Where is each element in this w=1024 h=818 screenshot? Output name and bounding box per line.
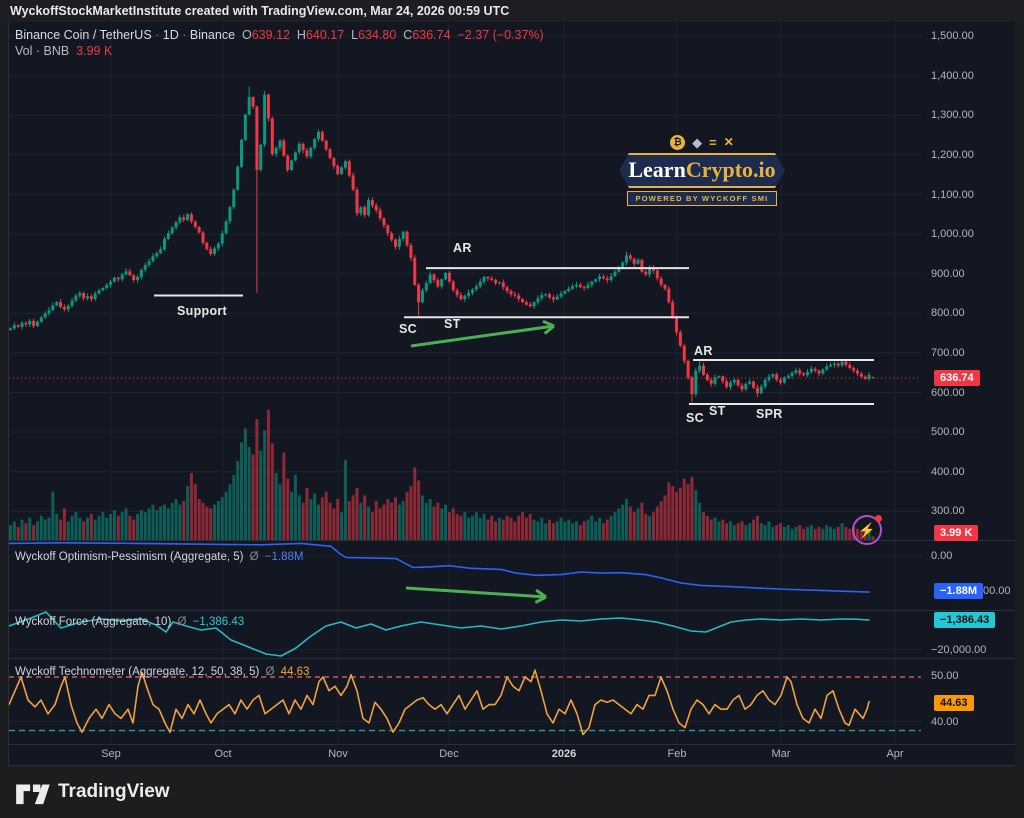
tradingview-logo[interactable]: TradingView [14, 778, 170, 806]
tech-avg-symbol: Ø [265, 666, 275, 678]
axis-tick-label: 600.00 [931, 386, 965, 399]
axis-value-badge: 44.63 [934, 695, 974, 711]
tradingview-logo-text: TradingView [58, 781, 170, 802]
ar2-label: AR [694, 344, 713, 358]
cross-coin-icon: ✕ [723, 135, 734, 149]
sc2-label: SC [686, 411, 704, 425]
low-value: 634.80 [358, 28, 397, 42]
axis-tick-label: 900.00 [931, 267, 965, 280]
axis-tick-label: 400.00 [931, 465, 965, 478]
learncrypto-logo: LearnCrypto.io [619, 153, 785, 188]
ethereum-icon: ◆ [692, 135, 703, 150]
close-value: 636.74 [412, 28, 451, 42]
axis-value-badge: 636.74 [934, 370, 980, 386]
equals-icon: = [709, 135, 717, 150]
ar1-label: AR [453, 241, 472, 255]
axis-tick-label: 40.00 [931, 716, 959, 728]
open-label: O [242, 28, 252, 42]
learncrypto-watermark: ₿ ◆ = ✕ LearnCrypto.io POWERED BY WYCKOF… [619, 134, 785, 206]
volume-legend[interactable]: Vol · BNB 3.99 K [15, 44, 112, 58]
open-value: 639.12 [251, 28, 290, 42]
time-tick-label: Nov [328, 748, 348, 760]
axis-tick-label: 1,300.00 [931, 109, 974, 122]
tech-pane-legend[interactable]: Wyckoff Technometer (Aggregate, 12, 50, … [15, 666, 309, 678]
exchange: Binance [189, 28, 236, 42]
time-tick-label: Oct [214, 748, 232, 760]
axis-tick-label: 300.00 [931, 505, 965, 518]
time-tick-label: Sep [101, 748, 121, 760]
st2-label: ST [709, 404, 726, 418]
interval[interactable]: 1D [162, 28, 179, 42]
axis-tick-label: 1,000.00 [931, 228, 974, 241]
tech-line [9, 669, 870, 736]
axis-tick-label: 1,400.00 [931, 69, 974, 82]
op-pane-legend[interactable]: Wyckoff Optimism-Pessimism (Aggregate, 5… [15, 551, 304, 563]
tradingview-logo-mark [16, 784, 50, 805]
tech-pane-title: Wyckoff Technometer (Aggregate, 12, 50, … [15, 666, 260, 678]
axis-tick-label: 700.00 [931, 346, 965, 359]
time-tick-label: Dec [439, 748, 459, 760]
sc1-label: SC [399, 322, 417, 336]
force-value: −1,386.43 [192, 616, 245, 628]
symbol-legend[interactable]: Binance Coin / TetherUS · 1D · Binance O… [15, 28, 544, 42]
force-pane-title: Wyckoff Force (Aggregate, 10) [15, 616, 172, 628]
axis-tick-label: 50.00 [931, 670, 959, 682]
axis-value-badge: −1,386.43 [934, 612, 996, 628]
axis-tick-label: −20,000.00 [931, 644, 987, 656]
op-value: −1.88M [264, 551, 304, 563]
symbol-name[interactable]: Binance Coin / TetherUS [15, 28, 152, 42]
op-avg-symbol: Ø [249, 551, 259, 563]
op-line [9, 541, 870, 593]
close-label: C [403, 28, 413, 42]
trend-arrow-price [410, 319, 555, 348]
st1-label: ST [444, 317, 461, 331]
force-avg-symbol: Ø [177, 616, 187, 628]
candlesticks [9, 86, 875, 403]
window-title-bar: WyckoffStockMarketInstitute created with… [0, 0, 1024, 22]
time-tick-label: Feb [667, 748, 687, 760]
op-pane-title: Wyckoff Optimism-Pessimism (Aggregate, 5… [15, 551, 244, 563]
logo-learn-text: Learn [628, 157, 686, 182]
logo-crypto-text: Crypto.io [685, 157, 776, 182]
axis-tick-label: 500.00 [931, 426, 965, 439]
volume-bars [9, 409, 875, 540]
axis-tick-label: 1,200.00 [931, 148, 974, 161]
spr-label: SPR [756, 407, 783, 421]
time-tick-label: Mar [771, 748, 791, 760]
grid-lines [9, 22, 921, 744]
axis-value-badge: −1.88M [934, 583, 983, 599]
bottom-bar: TradingView [0, 766, 1024, 818]
axis-tick-label: 800.00 [931, 307, 965, 320]
volume-label: Vol · BNB [15, 44, 70, 58]
trend-arrow-op [405, 586, 547, 604]
crypto-icons-row: ₿ ◆ = ✕ [619, 134, 785, 151]
time-tick-label: 2026 [551, 748, 577, 760]
axis-tick-label: 1,500.00 [931, 30, 974, 43]
bitcoin-icon: ₿ [670, 135, 686, 150]
flash-boost-icon[interactable]: ⚡ [852, 515, 882, 545]
price-chart-canvas[interactable] [9, 22, 1015, 766]
volume-value: 3.99 K [76, 44, 113, 58]
tech-value: 44.63 [280, 666, 310, 678]
axis-tick-label: 0.00 [931, 550, 953, 562]
window-title: WyckoffStockMarketInstitute created with… [10, 4, 510, 18]
high-value: 640.17 [305, 28, 345, 42]
time-tick-label: Apr [886, 748, 904, 760]
force-pane-legend[interactable]: Wyckoff Force (Aggregate, 10) Ø −1,386.4… [15, 616, 244, 628]
change-value: −2.37 (−0.37%) [457, 28, 544, 42]
low-label: L [351, 28, 359, 42]
force-line [9, 611, 870, 657]
high-label: H [296, 28, 306, 42]
axis-tick-label: 00.00 [983, 585, 1011, 597]
axis-value-badge: 3.99 K [934, 525, 979, 541]
powered-by-label: POWERED BY WYCKOFF SMI [626, 191, 778, 206]
support-label: Support [177, 304, 228, 318]
axis-tick-label: 1,100.00 [931, 188, 974, 201]
chart-area[interactable]: Binance Coin / TetherUS · 1D · Binance O… [8, 22, 1015, 766]
